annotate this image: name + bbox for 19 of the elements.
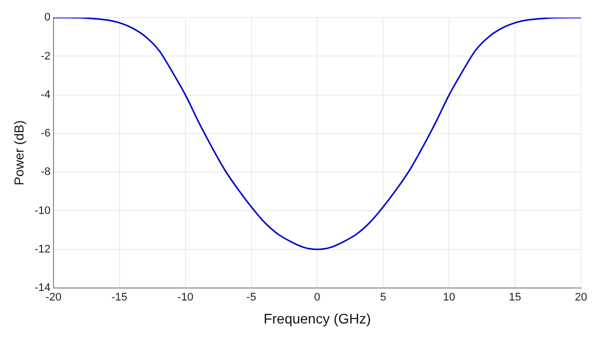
y-tick-label: -6 bbox=[40, 128, 50, 140]
x-tick-label: -5 bbox=[246, 292, 256, 304]
y-tick-label: -12 bbox=[34, 243, 50, 256]
x-tick-label: -10 bbox=[177, 292, 194, 304]
x-tick-label: 15 bbox=[508, 292, 522, 304]
x-tick-label: -20 bbox=[46, 292, 62, 304]
x-tick-label: -15 bbox=[111, 292, 128, 304]
x-tick-label: 0 bbox=[314, 292, 320, 304]
y-tick-label: -10 bbox=[34, 204, 50, 217]
x-tick-label: 5 bbox=[380, 292, 386, 304]
y-tick-label: -14 bbox=[34, 282, 50, 294]
y-axis-title: Power (dB) bbox=[11, 120, 26, 186]
x-tick-label: 10 bbox=[443, 292, 456, 304]
y-tick-label: 0 bbox=[44, 12, 50, 24]
y-tick-label: -4 bbox=[40, 88, 50, 101]
y-tick-label: -8 bbox=[40, 166, 50, 178]
y-tick-label: -2 bbox=[40, 50, 50, 62]
x-axis-title: Frequency (GHz) bbox=[264, 310, 371, 326]
x-tick-label: 20 bbox=[574, 292, 588, 304]
